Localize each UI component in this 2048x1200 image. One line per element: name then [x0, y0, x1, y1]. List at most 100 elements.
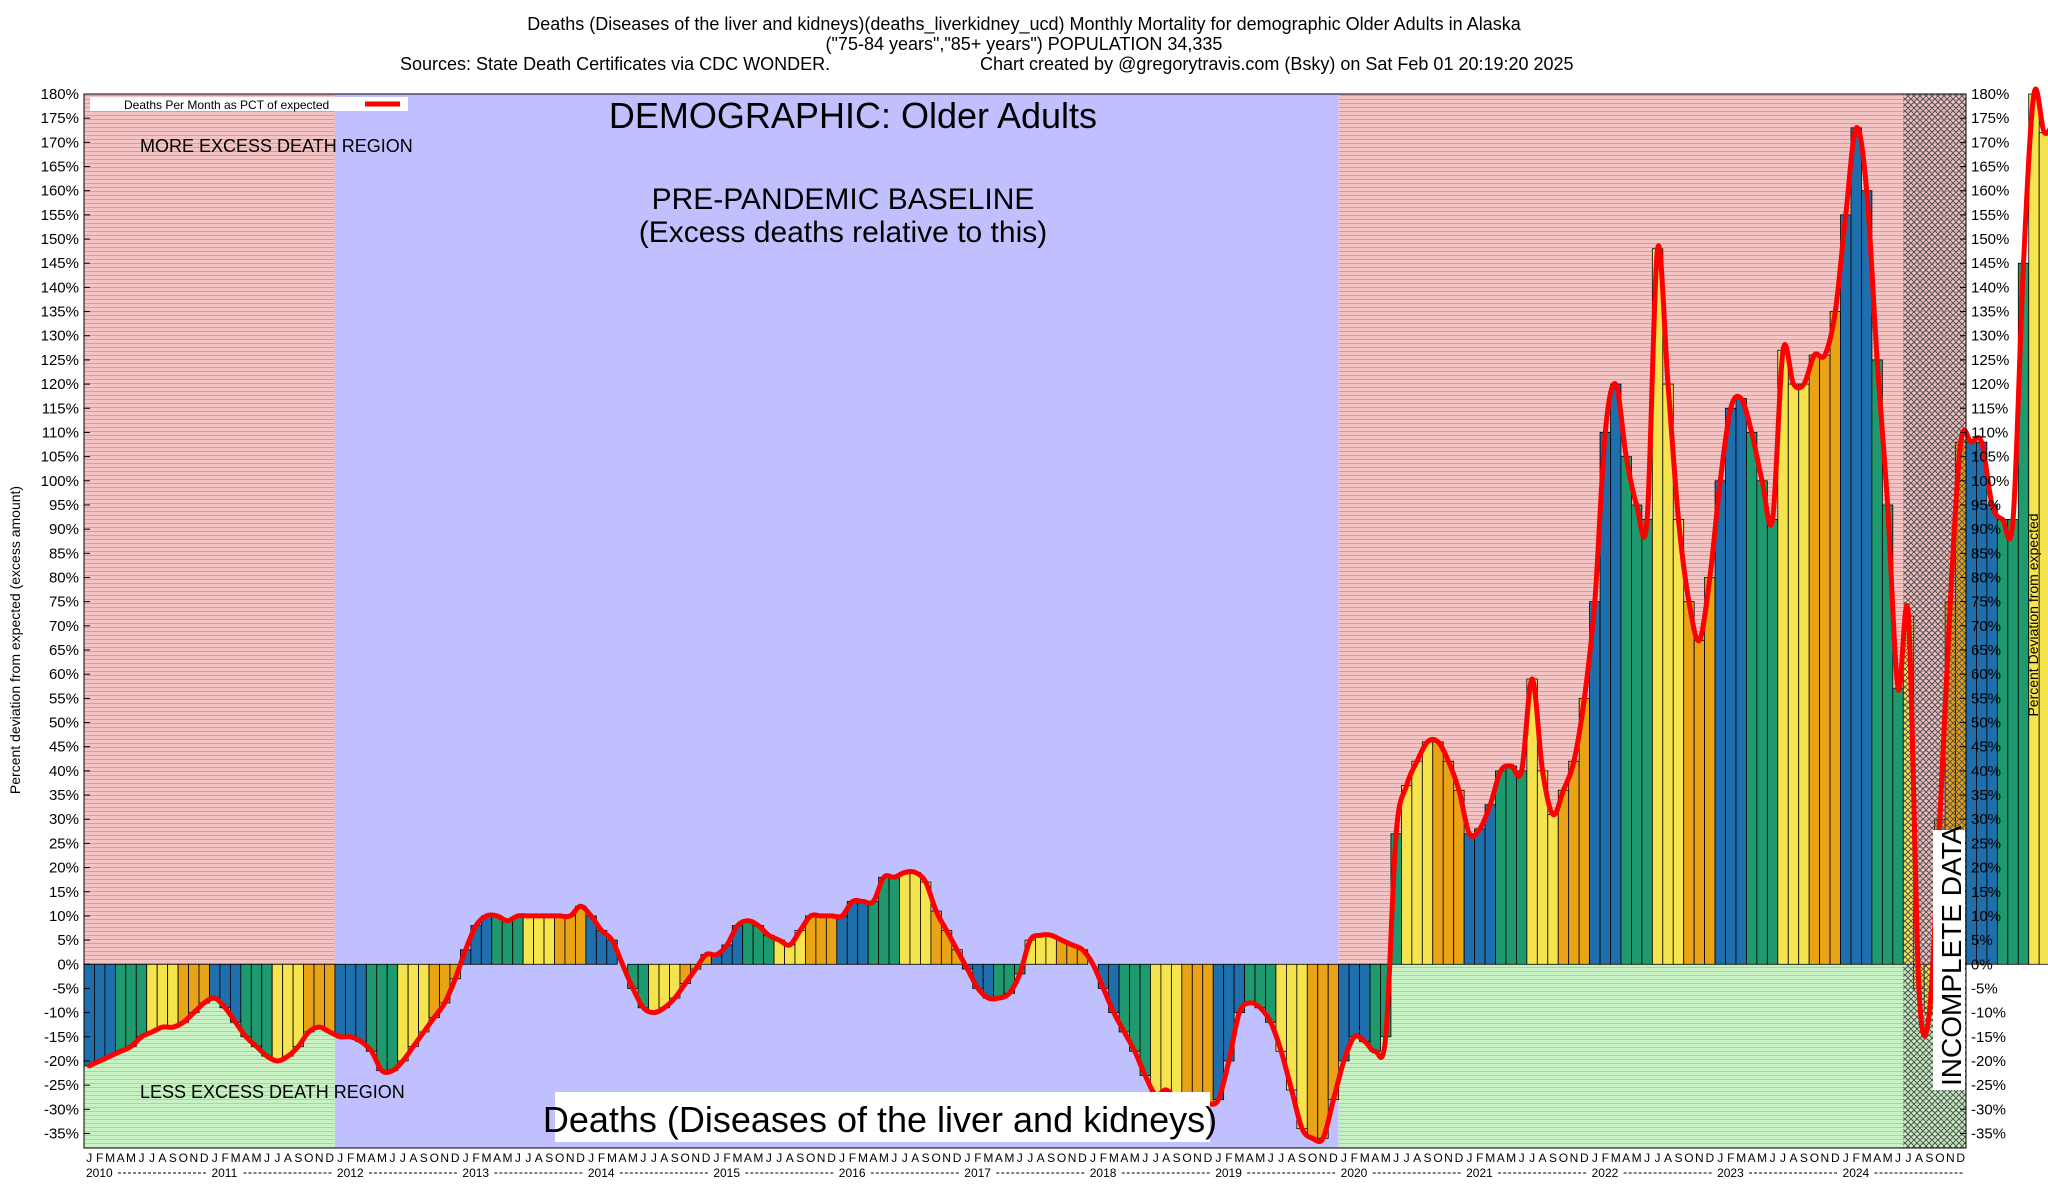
x-month-label: M	[1736, 1151, 1746, 1165]
x-month-label: J	[588, 1151, 594, 1165]
x-month-label: F	[974, 1151, 981, 1165]
x-month-label: M	[1255, 1151, 1265, 1165]
x-month-label: D	[702, 1151, 711, 1165]
y-tick-label-left: 170%	[41, 134, 79, 151]
bar	[899, 872, 911, 965]
bar	[1359, 963, 1371, 1043]
bar	[575, 905, 587, 965]
y-tick-label-right: -35%	[1971, 1125, 2006, 1142]
y-tick-label-right: 145%	[1971, 255, 2009, 272]
x-month-label: N	[1695, 1151, 1704, 1165]
y-tick-label-right: 15%	[1971, 884, 2001, 901]
bar	[282, 963, 294, 1057]
x-month-label: S	[1173, 1151, 1181, 1165]
bar	[1035, 934, 1047, 965]
bar	[1704, 577, 1716, 965]
x-month-label: A	[535, 1151, 543, 1165]
bar	[1421, 741, 1434, 965]
x-month-label: A	[1162, 1151, 1170, 1165]
bar	[397, 963, 409, 1062]
y-tick-label-left: 180%	[41, 86, 79, 103]
x-month-label: J	[212, 1151, 218, 1165]
y-tick-label-left: 140%	[41, 279, 79, 296]
bar	[1202, 963, 1214, 1105]
y-tick-label-right: 5%	[1971, 932, 1993, 949]
bar	[867, 901, 880, 965]
y-tick-label-left: 150%	[41, 231, 79, 248]
y-tick-label-right: -15%	[1971, 1029, 2006, 1046]
y-tick-label-left: 135%	[41, 304, 79, 321]
x-month-label: N	[942, 1151, 951, 1165]
x-month-label: J	[264, 1151, 270, 1165]
bar	[365, 963, 378, 1052]
bar	[888, 876, 900, 965]
x-month-label: J	[1905, 1151, 1911, 1165]
x-month-label: M	[732, 1151, 742, 1165]
x-month-label: O	[304, 1151, 313, 1165]
cause-label: Deaths (Diseases of the liver and kidney…	[543, 1099, 1217, 1140]
bar	[1861, 190, 1873, 965]
x-month-label: A	[493, 1151, 501, 1165]
x-month-label: M	[377, 1151, 387, 1165]
y-tick-label-right: 20%	[1971, 860, 2001, 877]
x-month-label: N	[1068, 1151, 1077, 1165]
x-month-label: M	[1883, 1151, 1893, 1165]
x-month-label: J	[714, 1151, 720, 1165]
x-month-label: O	[806, 1151, 815, 1165]
bar	[324, 963, 336, 1033]
x-month-label: M	[628, 1151, 638, 1165]
incomplete-label-bg	[1933, 830, 1965, 1090]
bar	[83, 963, 95, 1067]
x-month-label: M	[879, 1151, 889, 1165]
x-month-label: D	[1831, 1151, 1840, 1165]
bar	[1672, 519, 1685, 965]
bar	[554, 915, 566, 965]
bar	[658, 963, 670, 1009]
x-month-label: M	[1130, 1151, 1140, 1165]
x-month-label: F	[1602, 1151, 1609, 1165]
bar	[1254, 963, 1266, 1009]
x-year-label: 2010	[86, 1166, 113, 1180]
x-month-label: J	[1268, 1151, 1274, 1165]
x-month-label: M	[607, 1151, 617, 1165]
y-tick-label-right: 150%	[1971, 231, 2009, 248]
bar	[334, 963, 346, 1038]
x-month-label: F	[849, 1151, 856, 1165]
x-month-label: A	[744, 1151, 752, 1165]
baseline-label-1: PRE-PANDEMIC BASELINE	[652, 183, 1035, 216]
x-month-label: D	[1580, 1151, 1589, 1165]
bar	[418, 963, 430, 1033]
y-tick-label-right: -5%	[1971, 980, 1998, 997]
bar	[1160, 963, 1172, 1091]
bar	[784, 944, 796, 965]
bar	[1317, 963, 1329, 1139]
x-month-label: J	[515, 1151, 521, 1165]
x-month-label: M	[1632, 1151, 1642, 1165]
y-tick-label-left: 10%	[49, 908, 79, 925]
chart-title-line2: ("75-84 years","85+ years") POPULATION 3…	[826, 34, 1223, 54]
x-month-label: M	[126, 1151, 136, 1165]
x-month-label: S	[294, 1151, 302, 1165]
x-month-label: A	[1120, 1151, 1128, 1165]
bar	[1045, 934, 1057, 965]
y-tick-label-right: 165%	[1971, 159, 2009, 176]
x-month-label: J	[1341, 1151, 1347, 1165]
x-month-label: A	[1915, 1151, 1923, 1165]
x-month-label: A	[1246, 1151, 1254, 1165]
y-tick-label-left: -5%	[52, 980, 79, 997]
x-month-label: M	[1862, 1151, 1872, 1165]
y-tick-label-left: 5%	[57, 932, 79, 949]
y-tick-label-right: 80%	[1971, 569, 2001, 586]
x-month-label: N	[1444, 1151, 1453, 1165]
bar	[1725, 407, 1737, 965]
y-tick-label-left: 30%	[49, 811, 79, 828]
bar	[376, 963, 388, 1072]
y-tick-label-right: 175%	[1971, 110, 2009, 127]
x-month-label: S	[671, 1151, 679, 1165]
bar	[1631, 504, 1643, 965]
y-tick-label-right: 140%	[1971, 279, 2009, 296]
x-month-label: D	[576, 1151, 585, 1165]
x-month-label: M	[1360, 1151, 1370, 1165]
x-month-label: O	[1308, 1151, 1317, 1165]
x-month-label: N	[1946, 1151, 1955, 1165]
